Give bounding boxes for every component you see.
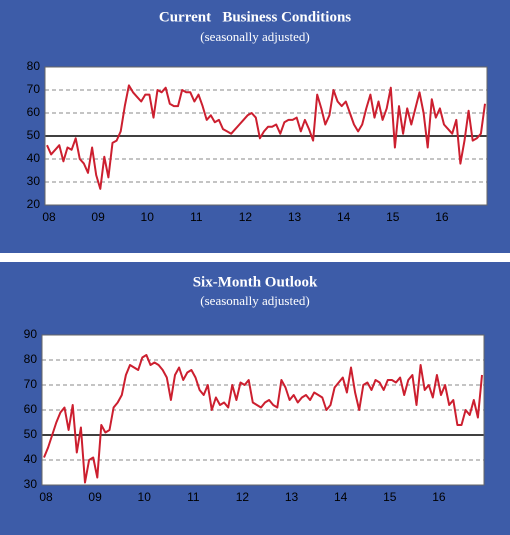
data-line <box>43 354 483 484</box>
y-tick-label: 50 <box>27 128 41 142</box>
x-tick-label: 16 <box>432 490 446 504</box>
chart-subtitle: (seasonally adjusted) <box>200 293 309 308</box>
x-tick-label: 14 <box>337 210 351 224</box>
y-tick-label: 70 <box>24 377 38 391</box>
x-tick-label: 09 <box>91 210 105 224</box>
y-tick-label: 20 <box>27 197 41 211</box>
x-tick-label: 15 <box>386 210 400 224</box>
y-tick-label: 80 <box>27 59 41 73</box>
y-tick-label: 80 <box>24 352 38 366</box>
x-tick-label: 13 <box>285 490 299 504</box>
chart-title: Six-Month Outlook <box>193 274 318 290</box>
x-tick-label: 09 <box>88 490 102 504</box>
x-tick-label: 12 <box>236 490 250 504</box>
y-tick-label: 90 <box>24 327 38 341</box>
y-tick-label: 40 <box>27 151 41 165</box>
y-tick-label: 30 <box>27 174 41 188</box>
plot-border <box>44 66 488 206</box>
data-line <box>46 84 486 190</box>
x-tick-label: 16 <box>435 210 449 224</box>
y-tick-label: 50 <box>24 427 38 441</box>
y-tick-label: 40 <box>24 452 38 466</box>
x-tick-label: 11 <box>190 210 203 224</box>
x-tick-label: 10 <box>141 210 155 224</box>
x-tick-label: 10 <box>138 490 152 504</box>
x-tick-label: 08 <box>39 490 53 504</box>
chart-subtitle: (seasonally adjusted) <box>200 29 309 44</box>
x-tick-label: 15 <box>383 490 397 504</box>
plot-border <box>41 334 485 486</box>
y-tick-label: 60 <box>24 402 38 416</box>
x-tick-label: 12 <box>239 210 253 224</box>
x-tick-label: 14 <box>334 490 348 504</box>
y-tick-label: 70 <box>27 82 41 96</box>
chart-title: Current Business Conditions <box>159 9 351 25</box>
x-tick-label: 11 <box>187 490 200 504</box>
y-tick-label: 60 <box>27 105 41 119</box>
x-tick-label: 08 <box>42 210 56 224</box>
x-tick-label: 13 <box>288 210 302 224</box>
y-tick-label: 30 <box>24 477 38 491</box>
